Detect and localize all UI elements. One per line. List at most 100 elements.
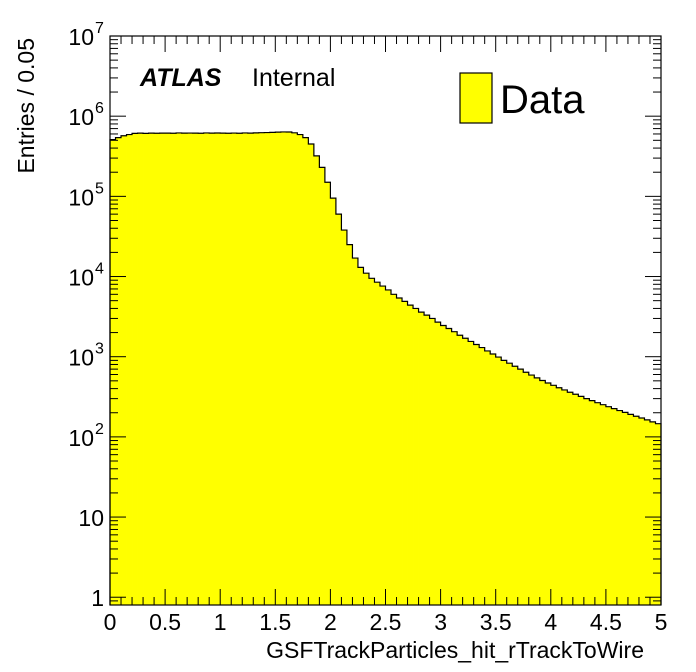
histogram-bar: [572, 394, 579, 605]
histogram-bar: [264, 132, 271, 606]
y-tick-label: 10: [68, 184, 94, 210]
histogram-bar: [280, 131, 287, 605]
y-tick-exponent: 6: [95, 100, 104, 117]
y-tick-label: 10: [68, 345, 94, 371]
histogram-bar: [176, 132, 183, 605]
histogram-bar: [192, 133, 199, 605]
histogram-bar: [457, 335, 464, 605]
x-tick-label: 3.5: [480, 609, 512, 635]
histogram-bar: [451, 331, 458, 605]
histogram-outline: [109, 131, 662, 605]
y-tick-exponent: 4: [95, 261, 104, 278]
histogram-bar: [324, 182, 331, 606]
histogram-bar: [633, 416, 640, 605]
atlas-label: ATLAS Internal: [139, 64, 335, 92]
histogram-bar: [242, 132, 249, 605]
legend-swatch: [459, 72, 493, 124]
histogram-bar: [137, 133, 144, 605]
histogram-bar: [545, 382, 552, 605]
histogram-bar: [605, 406, 612, 605]
atlas-label-bold: ATLAS: [139, 64, 222, 92]
histogram-bar: [495, 357, 502, 605]
histogram-bar: [479, 347, 486, 605]
histogram-bar: [357, 267, 364, 605]
histogram-bar: [402, 301, 408, 605]
histogram-bar: [446, 328, 453, 605]
histogram-bar: [523, 372, 530, 605]
histogram-bar: [159, 133, 166, 605]
histogram-bar: [534, 377, 541, 605]
histogram-bar: [391, 294, 397, 605]
x-tick-label: 3: [434, 609, 447, 635]
histogram-bar: [115, 137, 122, 605]
histogram-bar: [214, 132, 221, 605]
histogram-bar: [203, 132, 210, 605]
x-tick-label: 4: [544, 609, 557, 635]
histogram-bar: [319, 167, 326, 606]
legend-entry-data: Data: [500, 78, 585, 122]
x-tick-label: 2: [324, 609, 337, 635]
histogram-bar: [578, 396, 585, 605]
histogram-bar: [346, 244, 353, 606]
histogram-bar: [374, 282, 381, 605]
histogram-bar: [368, 278, 375, 605]
histogram-bar: [126, 134, 133, 605]
histogram-bar: [291, 132, 298, 605]
histogram-bar: [462, 338, 469, 605]
histogram-bar: [655, 423, 662, 605]
axis-ticks: [109, 35, 662, 606]
histogram-bar: [379, 286, 386, 605]
histogram-bar: [627, 414, 634, 605]
x-tick-label: 1: [214, 609, 227, 635]
histogram-bar: [165, 133, 172, 605]
histogram-bar: [429, 318, 436, 605]
histogram-bar: [110, 139, 116, 605]
histogram-bar: [517, 369, 524, 605]
histogram-bar: [583, 398, 590, 605]
histogram-bar: [418, 312, 425, 605]
histogram-bar: [594, 402, 601, 605]
histogram-bar: [484, 350, 491, 605]
y-tick-exponent: 3: [95, 341, 104, 358]
x-tick-labels: 0 0.5 1 1.5 2 2.5 3 3.5 4 4.5 5: [104, 609, 668, 635]
histogram-bar: [154, 133, 160, 605]
y-tick-label: 1: [91, 585, 104, 611]
histogram-bar: [567, 392, 574, 605]
histogram-bar: [253, 132, 260, 606]
histogram-bar: [148, 133, 155, 605]
histogram-bar: [550, 385, 557, 605]
histogram-bar: [121, 135, 127, 605]
histogram-bar: [225, 133, 232, 605]
histogram-bars: [110, 131, 662, 606]
histogram-bar: [335, 214, 342, 605]
histogram-bar: [413, 308, 419, 605]
histogram-bar: [302, 137, 309, 605]
histogram-bar: [473, 344, 480, 605]
histogram-bar: [352, 258, 359, 605]
x-tick-label: 2.5: [370, 609, 402, 635]
y-tick-label: 10: [78, 505, 104, 531]
histogram-bar: [589, 400, 596, 605]
histogram-bar: [600, 404, 607, 605]
histogram-bar: [181, 133, 188, 606]
histogram-bar: [644, 419, 651, 605]
histogram-bar: [247, 133, 254, 606]
histogram-bar: [341, 230, 348, 605]
histogram-bar: [396, 297, 403, 605]
y-axis-label: Entries / 0.05: [13, 38, 39, 174]
histogram-bar: [649, 421, 656, 605]
histogram-bar: [209, 133, 216, 606]
histogram-bar: [611, 408, 618, 605]
legend: Data: [459, 72, 585, 124]
histogram-bar: [363, 273, 370, 605]
histogram-bar: [275, 132, 282, 606]
histogram-bar: [424, 315, 430, 605]
histogram-bar: [198, 133, 205, 605]
histogram-bar: [231, 133, 238, 605]
histogram-bar: [385, 289, 392, 605]
histogram-bar: [556, 387, 563, 605]
histogram-bar: [440, 325, 447, 605]
y-tick-label: 10: [68, 265, 94, 291]
x-tick-label: 0.5: [149, 609, 181, 635]
histogram-bar: [512, 366, 519, 605]
